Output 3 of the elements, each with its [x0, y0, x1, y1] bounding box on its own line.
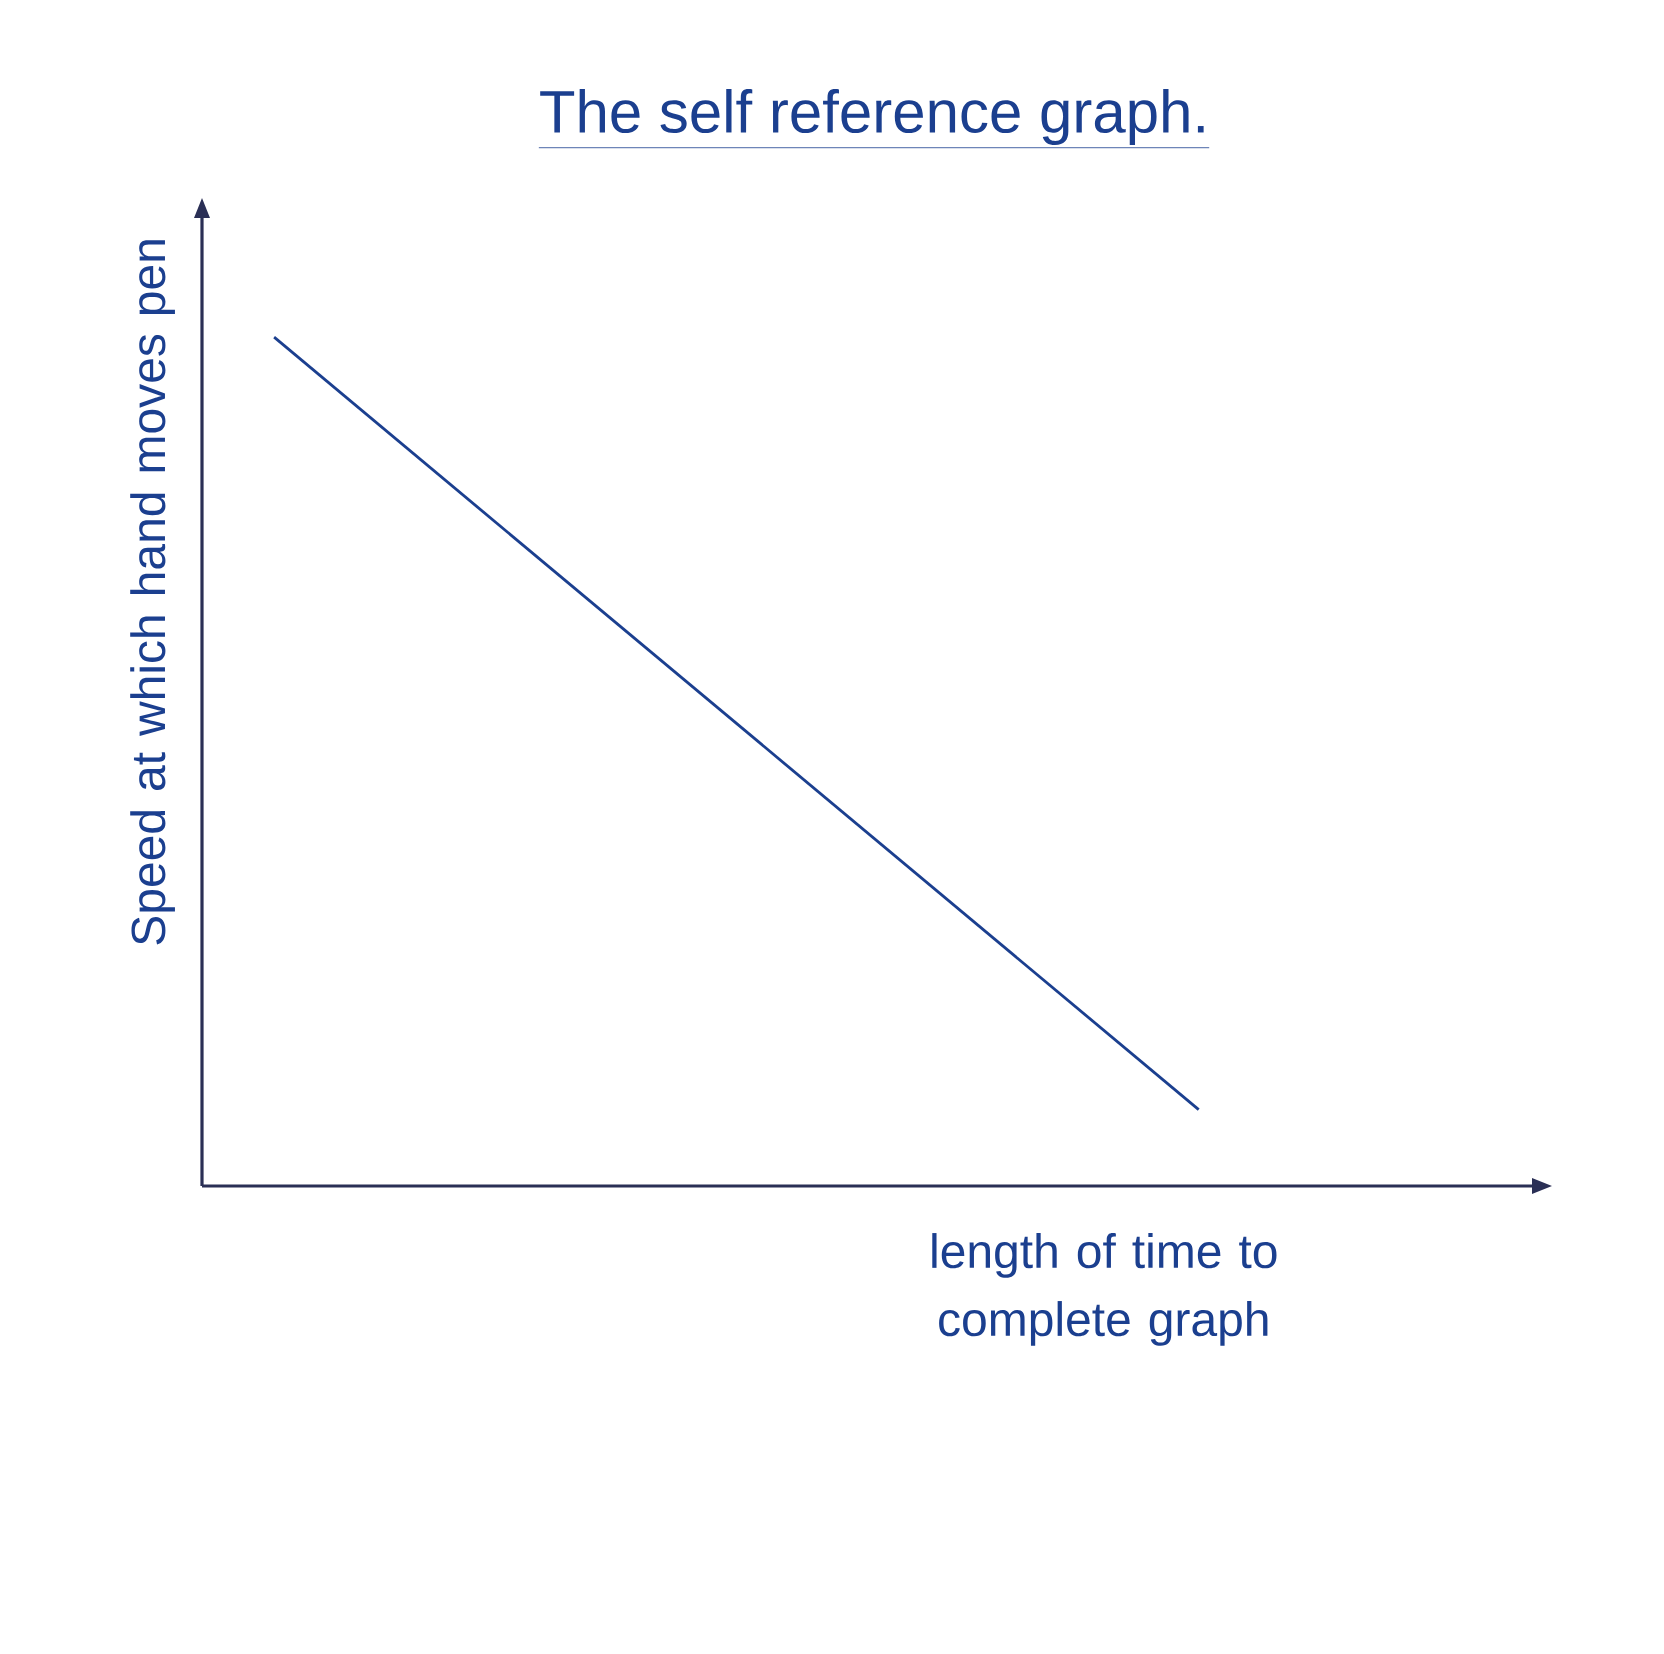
chart-title: The self reference graph. — [540, 88, 1204, 145]
y-axis-title: Speed at which hand moves pen — [130, 240, 175, 945]
x-axis-title: length of time to complete graph — [932, 1233, 1277, 1346]
